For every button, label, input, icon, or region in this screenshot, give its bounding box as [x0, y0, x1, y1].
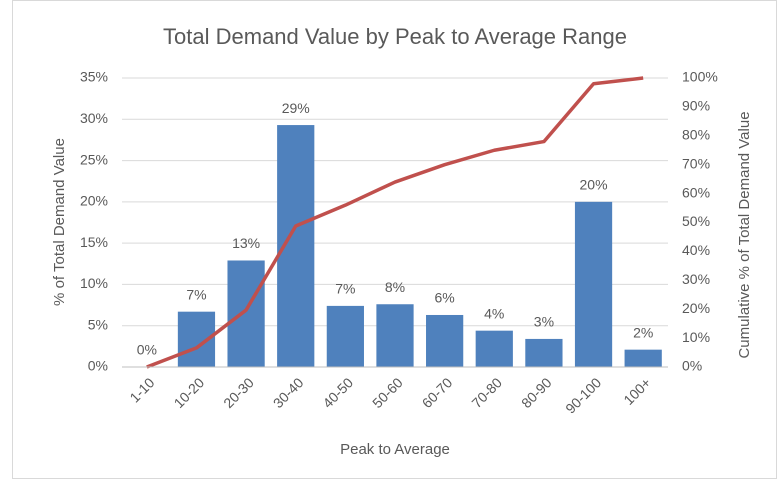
bar	[475, 330, 513, 367]
data-label: 20%	[580, 177, 608, 193]
data-label: 7%	[186, 286, 206, 302]
y2-tick-label: 50%	[682, 213, 710, 229]
y-tick-label: 35%	[80, 69, 108, 85]
data-label: 0%	[137, 342, 157, 358]
y-tick-label: 10%	[80, 275, 108, 291]
y2-tick-label: 30%	[682, 271, 710, 287]
data-label: 13%	[232, 235, 260, 251]
y2-tick-label: 20%	[682, 300, 710, 316]
y2-tick-label: 80%	[682, 127, 710, 143]
y2-axis-title: Cumulative % of Total Demand Value	[736, 111, 753, 358]
data-label: 3%	[534, 314, 554, 330]
y-tick-label: 25%	[80, 151, 108, 167]
y2-tick-label: 100%	[682, 69, 718, 85]
y2-tick-label: 60%	[682, 184, 710, 200]
y-tick-label: 5%	[88, 316, 108, 332]
bar	[326, 305, 364, 367]
y-axis-title: % of Total Demand Value	[51, 138, 68, 306]
bar	[574, 201, 613, 367]
y2-tick-label: 90%	[682, 98, 710, 114]
bar	[525, 338, 563, 367]
bar	[376, 304, 414, 367]
data-label: 6%	[435, 290, 455, 306]
y2-tick-label: 70%	[682, 155, 710, 171]
y2-tick-label: 10%	[682, 329, 710, 345]
chart-frame	[12, 0, 777, 479]
chart-title: Total Demand Value by Peak to Average Ra…	[163, 24, 627, 49]
cumulative-line	[146, 76, 644, 369]
bar	[624, 349, 662, 367]
data-label: 2%	[633, 324, 653, 340]
x-axis-title: Peak to Average	[340, 441, 450, 458]
data-label: 29%	[282, 100, 310, 116]
y2-tick-label: 0%	[682, 358, 702, 374]
data-label: 7%	[335, 281, 355, 297]
y-tick-label: 30%	[80, 110, 108, 126]
data-label: 4%	[484, 305, 504, 321]
y-tick-label: 15%	[80, 234, 108, 250]
y-tick-label: 20%	[80, 193, 108, 209]
data-label: 8%	[385, 279, 405, 295]
y-tick-label: 0%	[88, 358, 108, 374]
bar	[227, 260, 265, 367]
y2-tick-label: 40%	[682, 242, 710, 258]
bar	[426, 314, 464, 367]
